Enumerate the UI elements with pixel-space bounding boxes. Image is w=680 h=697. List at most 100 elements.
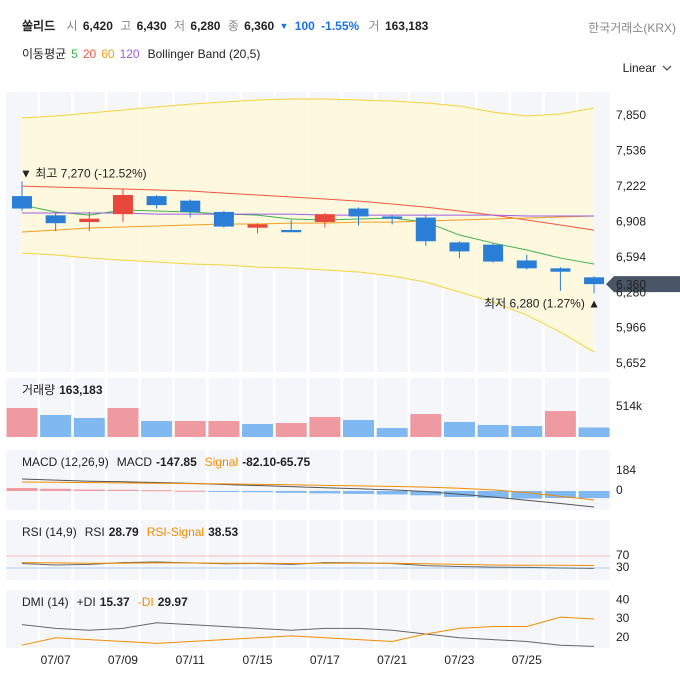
indicator-line xyxy=(21,622,595,647)
label: 저 xyxy=(174,19,185,33)
volume-bar xyxy=(511,426,543,437)
volume-bar xyxy=(309,416,341,437)
column-band xyxy=(511,590,543,648)
candle-body xyxy=(516,260,537,269)
candle-body xyxy=(281,229,302,233)
histogram-bar xyxy=(343,490,374,494)
column-band xyxy=(141,520,173,580)
volume-bar xyxy=(343,420,374,437)
legend-name: -DI xyxy=(138,595,154,609)
column-band xyxy=(242,590,274,648)
column-band xyxy=(578,450,610,510)
legend-value: 28.79 xyxy=(109,525,139,539)
column-band xyxy=(511,520,543,580)
histogram-bar xyxy=(376,490,408,495)
candle-body xyxy=(415,217,436,242)
label: 시 xyxy=(66,19,77,33)
y-tick-label: 70 xyxy=(616,548,630,562)
candle-body xyxy=(247,224,268,228)
label: 종 xyxy=(228,19,239,33)
column-band xyxy=(275,590,307,648)
volume-bar xyxy=(443,422,475,437)
candle-body xyxy=(584,277,605,285)
legend-name: MACD xyxy=(117,455,153,469)
band-upper xyxy=(21,98,595,119)
column-band xyxy=(376,450,408,510)
y-tick-label: 184 xyxy=(616,463,636,477)
histogram-bar xyxy=(174,490,206,492)
x-tick-label: 07/11 xyxy=(176,653,205,667)
column-band xyxy=(174,450,206,510)
y-tick-label: 7,536 xyxy=(616,144,646,158)
panel-legend: RSI (14,9) RSI 28.79 RSI-Signal 38.53 xyxy=(22,525,238,539)
legend-title: 이동평균 xyxy=(22,47,66,61)
x-tick-label: 07/23 xyxy=(444,653,474,667)
indicator-line xyxy=(21,478,595,508)
legend-item: 60 xyxy=(101,47,115,61)
column-band xyxy=(343,590,374,648)
candle-body xyxy=(348,208,369,217)
legend-item: 20 xyxy=(83,47,97,61)
label: 고 xyxy=(120,19,131,33)
legend-item: Bollinger Band (20,5) xyxy=(148,47,261,61)
legend-name: +DI xyxy=(77,595,96,609)
x-tick-label: 07/21 xyxy=(377,653,407,667)
histogram-bar xyxy=(410,490,442,496)
column-band xyxy=(6,590,38,648)
volume-bar xyxy=(275,422,307,437)
column-band xyxy=(6,450,38,510)
value: 6,420 xyxy=(83,19,113,33)
moving-average xyxy=(21,185,595,231)
y-tick-label: 6,594 xyxy=(616,250,646,264)
histogram-bar xyxy=(208,490,240,492)
column-band xyxy=(477,590,509,648)
column-band xyxy=(443,450,475,510)
legend-name: Signal xyxy=(205,455,238,469)
y-tick-label: 30 xyxy=(616,560,630,574)
column-band xyxy=(208,520,240,580)
candle-body xyxy=(550,268,571,272)
legend-name: RSI-Signal xyxy=(147,525,204,539)
column-band xyxy=(343,450,374,510)
column-band xyxy=(578,378,610,437)
value: 163,183 xyxy=(385,19,429,33)
candle-body xyxy=(45,215,66,224)
candle-body xyxy=(213,211,234,227)
band-lower xyxy=(21,252,595,353)
column-band xyxy=(443,520,475,580)
histogram-bar xyxy=(6,488,38,491)
y-tick-label: 20 xyxy=(616,630,630,644)
indicator-line xyxy=(21,562,595,566)
histogram-bar xyxy=(544,490,576,499)
column-band xyxy=(242,450,274,510)
legend-item: 5 xyxy=(71,47,78,61)
column-band xyxy=(141,590,173,648)
change-pct: -1.55% xyxy=(321,19,359,33)
column-band xyxy=(410,590,442,648)
quote-header: 쏠리드 시 6,420 고 6,430 저 6,280 종 6,360 ▼ 10… xyxy=(22,18,429,33)
column-band xyxy=(141,450,173,510)
column-band xyxy=(410,520,442,580)
legend-item: 120 xyxy=(120,47,140,61)
volume-bar xyxy=(40,414,72,437)
candle-body xyxy=(483,244,504,262)
candle-body xyxy=(180,200,201,212)
volume-bar xyxy=(242,423,274,437)
panel-legend: MACD (12,26,9) MACD -147.85 Signal -82.10-65… xyxy=(22,455,310,469)
y-tick-label: 40 xyxy=(616,592,630,606)
scale-selector[interactable]: Linear xyxy=(623,61,656,75)
price-tag xyxy=(606,276,680,293)
dropdown-icon[interactable] xyxy=(662,65,672,71)
x-tick-label: 07/15 xyxy=(243,653,273,667)
candle-body xyxy=(112,194,133,215)
histogram-bar xyxy=(141,490,173,492)
low-annotation: 최저 6,280 (1.27%) ▲ xyxy=(484,296,600,310)
column-band xyxy=(477,450,509,510)
value: 6,430 xyxy=(137,19,167,33)
column-band xyxy=(174,520,206,580)
legend-value: -82.10 xyxy=(242,455,276,469)
histogram-bar xyxy=(477,490,509,499)
moving-average xyxy=(21,215,595,233)
column-band xyxy=(544,520,576,580)
